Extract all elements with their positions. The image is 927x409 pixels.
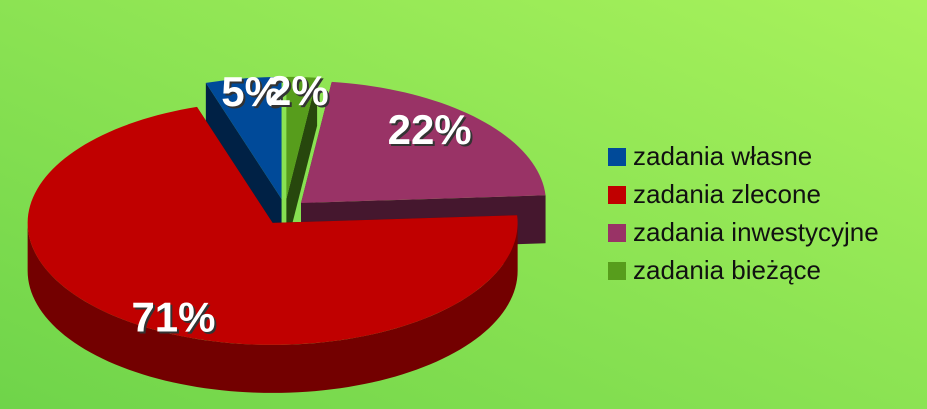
slice-side bbox=[205, 82, 282, 247]
data-label: 2% bbox=[268, 67, 329, 114]
legend-swatch bbox=[608, 224, 626, 242]
data-labels: 5% 71% 22% 2% bbox=[131, 67, 471, 341]
legend-label: zadania własne bbox=[633, 141, 812, 171]
legend-label: zadania inwestycyjne bbox=[633, 217, 879, 247]
data-label: 5% bbox=[221, 68, 282, 115]
data-label: 22% bbox=[388, 106, 472, 153]
pie bbox=[27, 76, 546, 393]
slice-side bbox=[286, 77, 318, 247]
legend-label: zadania bieżące bbox=[633, 255, 821, 285]
legend-swatch bbox=[608, 262, 626, 280]
legend: zadania własne zadania zlecone zadania inw… bbox=[608, 141, 879, 285]
slice bbox=[27, 106, 518, 345]
legend-swatch bbox=[608, 186, 626, 204]
slice bbox=[205, 76, 282, 199]
legend-swatch bbox=[608, 148, 626, 166]
legend-label: zadania zlecone bbox=[633, 179, 821, 209]
slice bbox=[286, 76, 318, 199]
slice-wall bbox=[27, 222, 518, 393]
slice bbox=[301, 81, 546, 203]
data-label: 71% bbox=[131, 294, 215, 341]
